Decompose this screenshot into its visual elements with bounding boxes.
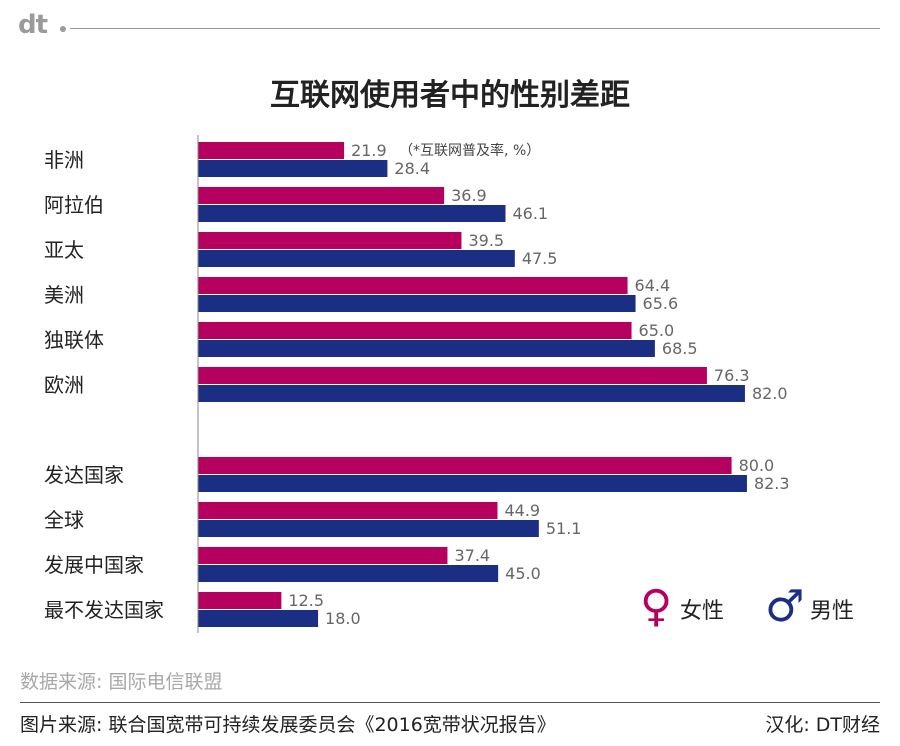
dt-logo: dt bbox=[18, 10, 48, 40]
data-label: 82.0 bbox=[752, 384, 788, 403]
chart-title: 互联网使用者中的性别差距 bbox=[270, 78, 630, 113]
data-label: 37.4 bbox=[454, 546, 490, 565]
data-label: 80.0 bbox=[739, 456, 775, 475]
data-label: 46.1 bbox=[512, 204, 548, 223]
bar-female bbox=[198, 547, 448, 564]
bar-female bbox=[198, 322, 632, 339]
bar-male bbox=[198, 610, 319, 627]
data-label: 64.4 bbox=[635, 276, 671, 295]
legend-male-label: 男性 bbox=[810, 599, 855, 624]
data-label: 39.5 bbox=[468, 231, 504, 250]
bar-female bbox=[198, 592, 282, 609]
category-label: 发达国家 bbox=[44, 463, 124, 487]
data-label: 28.4 bbox=[394, 159, 430, 178]
bar-female bbox=[198, 232, 462, 249]
bar-female bbox=[198, 457, 732, 474]
legend-female-label: 女性 bbox=[680, 599, 725, 624]
category-label: 非洲 bbox=[44, 148, 84, 172]
data-label: 51.1 bbox=[546, 519, 582, 538]
data-label: 47.5 bbox=[522, 249, 558, 268]
bar-male bbox=[198, 475, 747, 492]
header-divider bbox=[70, 28, 880, 29]
bar-male bbox=[198, 295, 636, 312]
bar-male bbox=[198, 205, 506, 222]
data-label: 82.3 bbox=[754, 474, 790, 493]
data-label: 44.9 bbox=[504, 501, 540, 520]
bar-male bbox=[198, 520, 539, 537]
category-label: 全球 bbox=[44, 508, 84, 532]
localized-by: 汉化: DT财经 bbox=[765, 714, 880, 736]
data-label: 65.6 bbox=[643, 294, 679, 313]
male-symbol-icon: ♂ bbox=[765, 581, 805, 632]
category-label: 阿拉伯 bbox=[44, 193, 104, 217]
category-label: 最不发达国家 bbox=[44, 598, 164, 622]
category-label: 亚太 bbox=[44, 238, 84, 262]
data-label: 45.0 bbox=[505, 564, 541, 583]
bar-female bbox=[198, 502, 498, 519]
category-label: 发展中国家 bbox=[44, 553, 144, 577]
logo-dot bbox=[60, 26, 66, 32]
chart-note: （*互联网普及率, %） bbox=[399, 142, 540, 159]
data-label: 76.3 bbox=[714, 366, 750, 385]
bar-female bbox=[198, 142, 345, 159]
category-label: 独联体 bbox=[44, 328, 104, 352]
bar-male bbox=[198, 250, 515, 267]
female-symbol-icon: ♀ bbox=[640, 581, 673, 632]
data-label: 68.5 bbox=[662, 339, 698, 358]
data-label: 36.9 bbox=[451, 186, 487, 205]
data-source: 数据来源: 国际电信联盟 bbox=[20, 671, 223, 693]
data-label: 65.0 bbox=[639, 321, 675, 340]
category-label: 美洲 bbox=[44, 283, 84, 307]
bar-male bbox=[198, 565, 499, 582]
bar-male bbox=[198, 340, 655, 357]
image-source: 图片来源: 联合国宽带可持续发展委员会《2016宽带状况报告》 bbox=[20, 714, 556, 736]
category-label: 欧洲 bbox=[44, 373, 84, 397]
bar-male bbox=[198, 160, 388, 177]
bar-female bbox=[198, 277, 628, 294]
bar-female bbox=[198, 367, 707, 384]
bar-female bbox=[198, 187, 445, 204]
footer-divider bbox=[20, 702, 880, 703]
data-label: 21.9 bbox=[351, 141, 387, 160]
data-label: 18.0 bbox=[325, 609, 361, 628]
bar-male bbox=[198, 385, 745, 402]
data-label: 12.5 bbox=[288, 591, 324, 610]
